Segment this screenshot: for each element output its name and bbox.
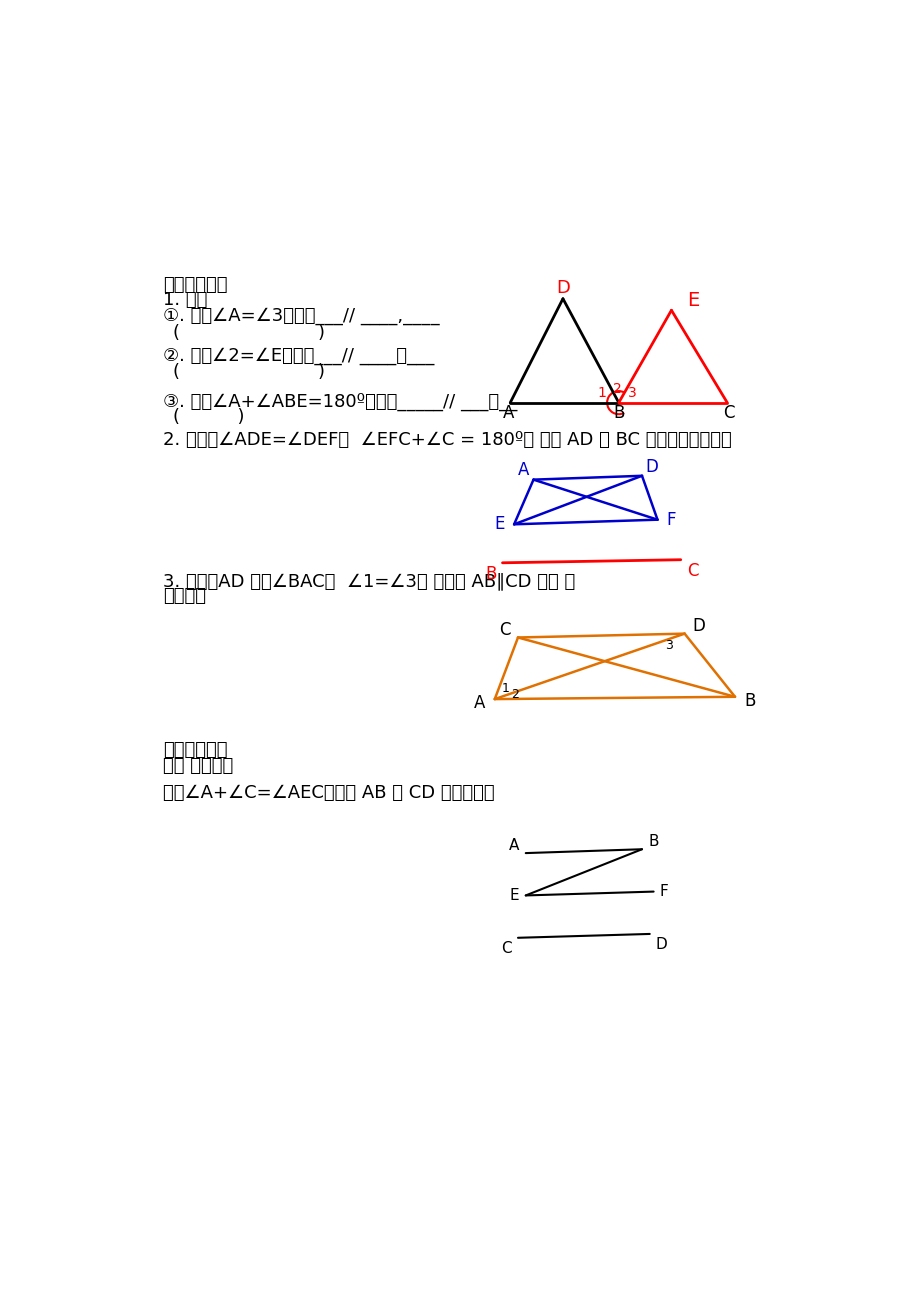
Text: 1: 1 [501, 682, 509, 695]
Text: A: A [508, 838, 519, 853]
Text: 已知∠A+∠C=∠AEC，请问 AB 与 CD 是否平行？: 已知∠A+∠C=∠AEC，请问 AB 与 CD 是否平行？ [163, 784, 494, 802]
Text: F: F [666, 510, 675, 529]
Text: ①. 如果∠A=∠3，那么___// ____,____: ①. 如果∠A=∠3，那么___// ____,____ [163, 307, 439, 326]
Text: F: F [659, 884, 668, 900]
Text: 六． 拓展提升: 六． 拓展提升 [163, 756, 233, 775]
Text: B: B [743, 691, 754, 710]
Text: C: C [498, 621, 510, 639]
Text: D: D [655, 937, 667, 952]
Text: 明理由。: 明理由。 [163, 587, 206, 605]
Text: 1: 1 [596, 387, 606, 401]
Text: 3: 3 [664, 639, 673, 652]
Text: 四：巩固提升: 四：巩固提升 [163, 276, 227, 293]
Text: 2: 2 [612, 381, 621, 396]
Text: 1. 填空: 1. 填空 [163, 290, 207, 309]
Text: A: A [473, 694, 485, 712]
Text: C: C [501, 941, 511, 956]
Text: (          ): ( ) [173, 408, 244, 426]
Text: 五．课堂小结: 五．课堂小结 [163, 741, 227, 759]
Text: A: A [502, 405, 514, 422]
Text: B: B [484, 565, 495, 582]
Text: D: D [692, 617, 705, 635]
Text: C: C [722, 405, 734, 422]
Text: E: E [509, 888, 519, 904]
Text: 3: 3 [628, 387, 636, 401]
Text: 2. 如图，∠ADE=∠DEF，  ∠EFC+∠C = 180º， 试问 AD 与 BC 平行吗？为什么？: 2. 如图，∠ADE=∠DEF， ∠EFC+∠C = 180º， 试问 AD 与… [163, 431, 731, 449]
Text: ②. 如果∠2=∠E，那么___// ____，___: ②. 如果∠2=∠E，那么___// ____，___ [163, 348, 434, 365]
Text: B: B [612, 405, 624, 422]
Text: E: E [494, 516, 505, 534]
Text: A: A [517, 461, 529, 479]
Text: (                        ): ( ) [173, 324, 324, 342]
Text: D: D [645, 457, 658, 475]
Text: ③. 如果∠A+∠ABE=180º，那么_____// ___，__: ③. 如果∠A+∠ABE=180º，那么_____// ___，__ [163, 393, 516, 411]
Text: 3. 如图，AD 平分∠BAC，  ∠1=∠3， 能推出 AB∥CD 吗？ 说: 3. 如图，AD 平分∠BAC， ∠1=∠3， 能推出 AB∥CD 吗？ 说 [163, 572, 574, 590]
Text: (                        ): ( ) [173, 362, 324, 380]
Text: E: E [686, 292, 698, 310]
Text: C: C [686, 561, 698, 579]
Text: 2: 2 [510, 687, 518, 700]
Text: D: D [555, 279, 569, 297]
Text: B: B [648, 835, 658, 849]
